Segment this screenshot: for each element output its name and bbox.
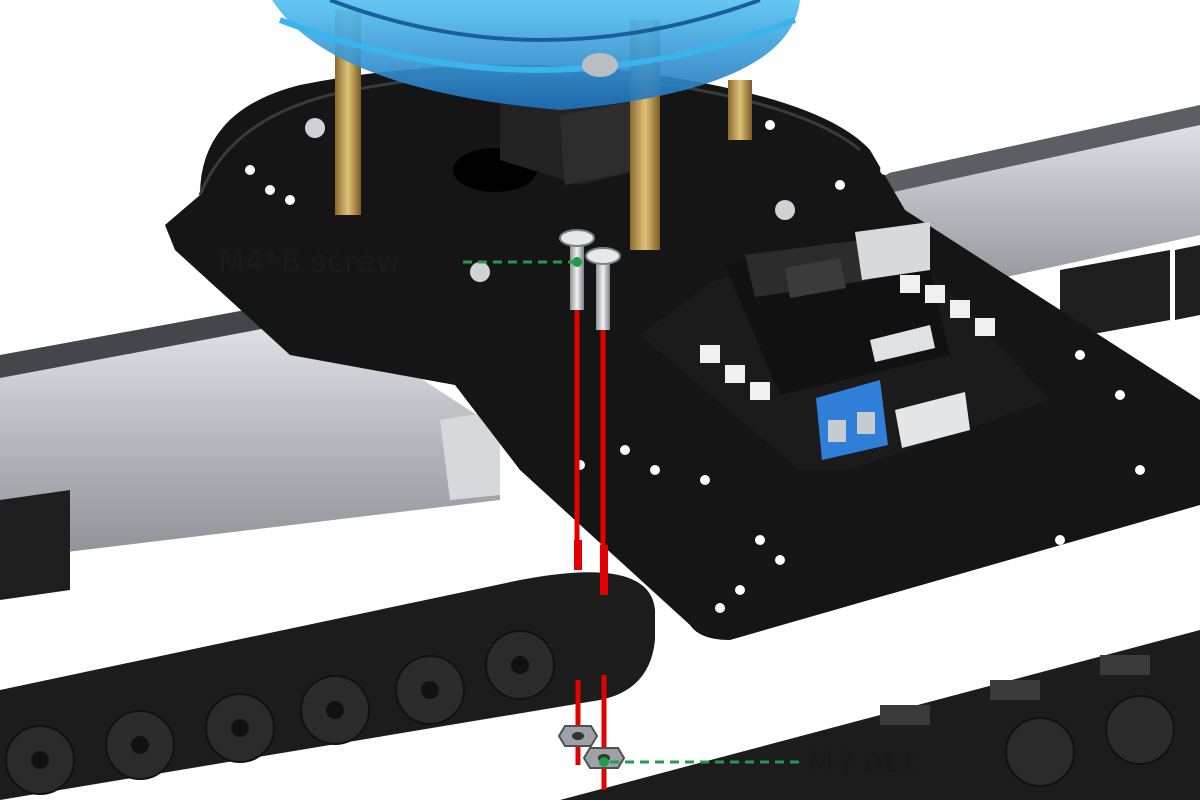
nut-callout-label: M4 nut (807, 744, 916, 780)
callout-leaders (463, 260, 800, 764)
drag-chain-front (0, 572, 655, 800)
drag-chain-back (560, 630, 1200, 800)
stepper-motor (500, 90, 640, 185)
screw-callout-label: M4*8 screw (218, 244, 402, 280)
callout-anchor-dots (572, 257, 609, 767)
m4-screw-icon (559, 229, 621, 330)
turntable-discs (272, 0, 800, 110)
guide-line-ends (574, 540, 608, 595)
controller-board (640, 222, 1050, 470)
